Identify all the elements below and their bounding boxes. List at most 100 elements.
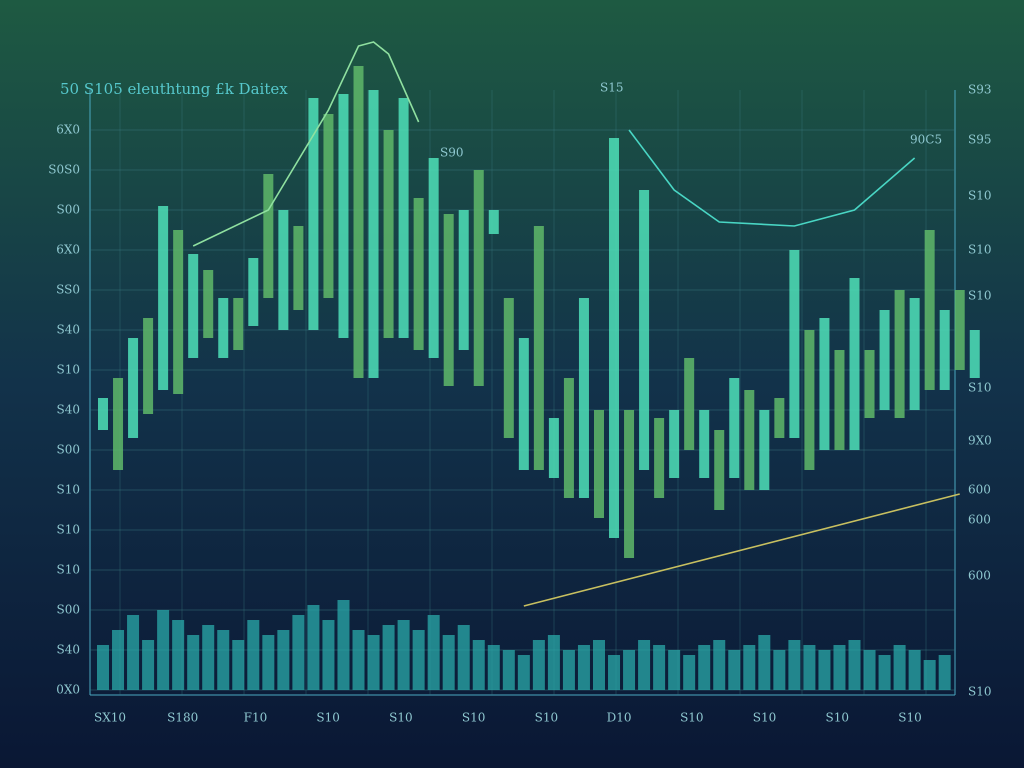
candle — [428, 158, 439, 358]
x-tick-label: S10 — [753, 711, 777, 725]
volume-bar — [788, 640, 801, 690]
volume-bar — [352, 630, 365, 690]
volume-bar — [127, 615, 140, 690]
volume-bar — [412, 630, 425, 690]
y-tick-label: S40 — [57, 323, 81, 337]
volume-bar — [923, 660, 936, 690]
volume-bar — [217, 630, 230, 690]
volume-bar — [367, 635, 380, 690]
y-tick-label: S10 — [57, 523, 81, 537]
y-tick-label: S10 — [57, 563, 81, 577]
candle — [383, 130, 394, 338]
candle — [939, 310, 950, 390]
chart-title: 50 S105 eleuthtung £k Daitex — [60, 80, 288, 98]
candle — [308, 98, 319, 330]
trend-line — [628, 129, 916, 227]
candle — [443, 214, 454, 386]
y-tick-label: S00 — [57, 203, 81, 217]
right-label: S10 — [968, 685, 992, 699]
x-tick-label: S10 — [826, 711, 850, 725]
candle — [789, 250, 800, 438]
volume-bar — [638, 640, 651, 690]
volume-bar — [562, 650, 575, 690]
y-tick-label: S00 — [57, 603, 81, 617]
candle — [864, 350, 875, 418]
volume-bar — [878, 655, 891, 690]
right-label: S95 — [968, 133, 992, 147]
volume-bar — [908, 650, 921, 690]
volume-bar — [427, 615, 440, 690]
y-tick-label: 6X0 — [56, 243, 80, 257]
volume-bar — [848, 640, 861, 690]
x-tick-label: S10 — [316, 711, 340, 725]
y-tick-label: S00 — [57, 443, 81, 457]
x-tick-label: S10 — [680, 711, 704, 725]
volume-bar — [112, 630, 125, 690]
right-label: 9X0 — [968, 434, 992, 448]
candle — [98, 398, 108, 430]
candle — [518, 338, 529, 470]
candle — [143, 318, 154, 414]
candle — [488, 210, 499, 234]
right-label: 600 — [968, 569, 991, 583]
candle — [503, 298, 514, 438]
volume-bar — [172, 620, 185, 690]
candle — [729, 378, 740, 478]
candle — [669, 410, 680, 478]
volume-bar — [547, 635, 560, 690]
candle — [398, 98, 409, 338]
volume-bar — [517, 655, 530, 690]
y-tick-label: S40 — [57, 643, 81, 657]
candle — [699, 410, 710, 478]
volume-bar — [743, 645, 756, 690]
volume-bar — [713, 640, 726, 690]
candle — [819, 318, 830, 450]
y-tick-label: S10 — [57, 363, 81, 377]
candle — [248, 258, 259, 326]
candle — [113, 378, 124, 470]
volume-bar — [728, 650, 741, 690]
candle — [203, 270, 214, 338]
volume-bar — [382, 625, 395, 690]
right-label: S93 — [968, 83, 992, 97]
candle — [158, 206, 169, 390]
volume-bar — [532, 640, 545, 690]
candle — [774, 398, 785, 438]
y-tick-label: S0S0 — [48, 163, 80, 177]
candle — [684, 358, 695, 450]
candle — [548, 418, 559, 478]
volume-bar — [608, 655, 621, 690]
x-tick-label: S10 — [898, 711, 922, 725]
candle — [759, 410, 770, 490]
trend-line — [523, 493, 960, 607]
right-label: 600 — [968, 513, 991, 527]
candle — [128, 338, 139, 438]
x-tick-label: S10 — [462, 711, 486, 725]
candle — [458, 210, 469, 350]
volume-bar — [623, 650, 636, 690]
candle — [368, 90, 379, 378]
candle — [924, 230, 935, 390]
volume-bar — [833, 645, 846, 690]
volume-bar — [592, 640, 605, 690]
volume-bar — [472, 640, 485, 690]
candle — [578, 298, 589, 498]
candle — [473, 170, 484, 386]
volume-bar — [142, 640, 155, 690]
volume-bar — [292, 615, 305, 690]
volume-bar — [322, 620, 335, 690]
x-tick-label: S10 — [535, 711, 559, 725]
volume-bar — [863, 650, 876, 690]
volume-bar — [577, 645, 590, 690]
volume-bar — [247, 620, 260, 690]
right-label: 600 — [968, 483, 991, 497]
y-tick-label: S10 — [57, 483, 81, 497]
candle — [278, 210, 289, 330]
candle — [954, 290, 965, 370]
candle — [338, 94, 349, 338]
volume-bar — [442, 635, 455, 690]
candle — [909, 298, 920, 410]
volume-bar — [232, 640, 245, 690]
candle — [744, 390, 755, 490]
